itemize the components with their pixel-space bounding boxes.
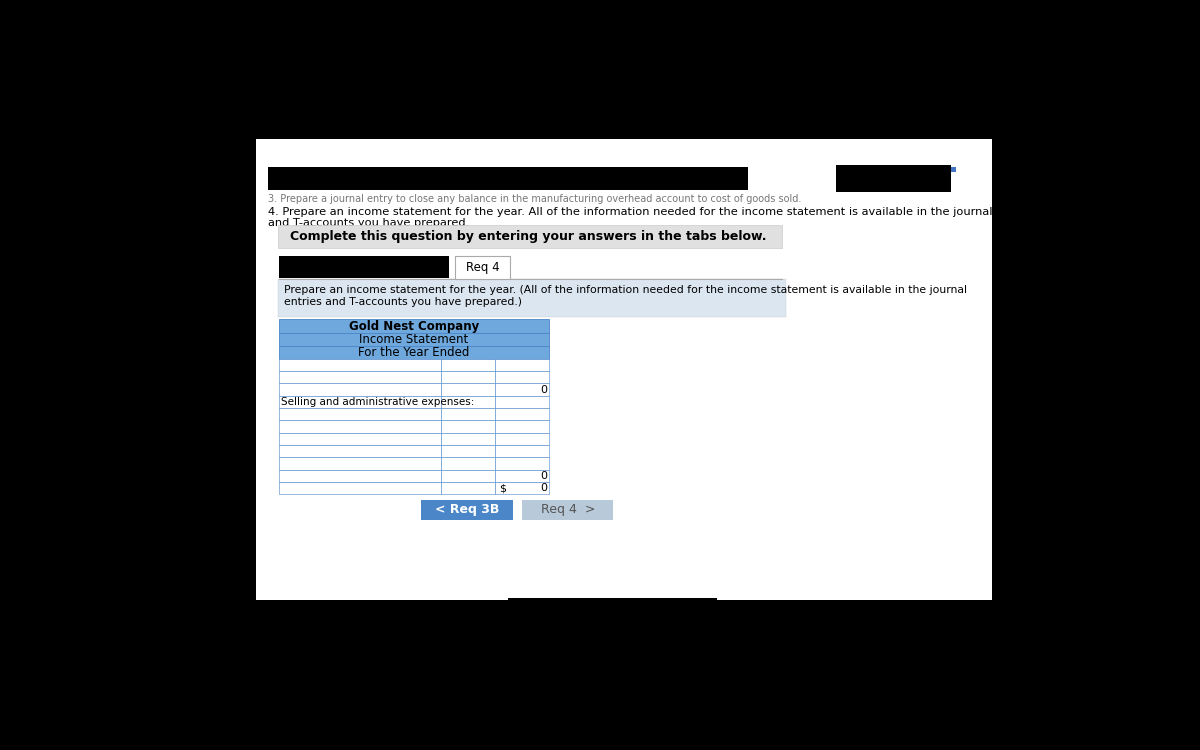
Bar bbox=[278, 445, 440, 458]
Bar bbox=[256, 140, 992, 600]
Text: 0: 0 bbox=[540, 483, 547, 493]
Bar bbox=[278, 256, 449, 278]
Text: entries and T-accounts you have prepared.): entries and T-accounts you have prepared… bbox=[284, 297, 522, 307]
Bar bbox=[494, 371, 550, 383]
Bar bbox=[440, 445, 494, 458]
Text: and T-accounts you have prepared.: and T-accounts you have prepared. bbox=[268, 218, 469, 228]
Bar bbox=[278, 482, 440, 494]
Text: For the Year Ended: For the Year Ended bbox=[358, 346, 469, 358]
Bar bbox=[494, 433, 550, 445]
Bar bbox=[278, 371, 440, 383]
Bar bbox=[278, 433, 440, 445]
Text: Gold Nest Company: Gold Nest Company bbox=[349, 320, 479, 332]
Bar bbox=[494, 358, 550, 371]
Text: Req 4  >: Req 4 > bbox=[540, 503, 595, 516]
Bar bbox=[278, 358, 440, 371]
Text: 0: 0 bbox=[540, 385, 547, 394]
Bar bbox=[494, 420, 550, 433]
Bar bbox=[440, 383, 494, 396]
Bar bbox=[522, 500, 613, 520]
Bar bbox=[440, 396, 494, 408]
Bar bbox=[494, 408, 550, 420]
Text: Req 4: Req 4 bbox=[466, 261, 499, 274]
Bar bbox=[494, 445, 550, 458]
Bar bbox=[440, 470, 494, 482]
Bar bbox=[278, 458, 440, 470]
Text: Selling and administrative expenses:: Selling and administrative expenses: bbox=[281, 397, 474, 406]
Bar bbox=[278, 383, 440, 396]
Bar bbox=[278, 396, 440, 408]
Bar bbox=[278, 470, 440, 482]
Bar bbox=[440, 458, 494, 470]
Bar bbox=[440, 420, 494, 433]
Text: Complete this question by entering your answers in the tabs below.: Complete this question by entering your … bbox=[289, 230, 766, 243]
Bar bbox=[440, 358, 494, 371]
Bar bbox=[278, 420, 440, 433]
Text: $: $ bbox=[499, 483, 505, 493]
Bar bbox=[268, 167, 749, 190]
Bar bbox=[278, 320, 550, 332]
Bar bbox=[421, 500, 512, 520]
Bar bbox=[494, 482, 550, 494]
Bar bbox=[278, 280, 786, 317]
Text: 0: 0 bbox=[540, 471, 547, 481]
Bar bbox=[494, 458, 550, 470]
Bar bbox=[494, 470, 550, 482]
Text: Prepare an income statement for the year. (All of the information needed for the: Prepare an income statement for the year… bbox=[284, 285, 967, 296]
Text: Income Statement: Income Statement bbox=[359, 332, 468, 346]
Bar bbox=[440, 371, 494, 383]
Text: 3. Prepare a journal entry to close any balance in the manufacturing overhead ac: 3. Prepare a journal entry to close any … bbox=[268, 194, 802, 204]
Text: < Req 3B: < Req 3B bbox=[434, 503, 499, 516]
Bar bbox=[952, 167, 956, 172]
Bar bbox=[455, 256, 510, 280]
Bar bbox=[278, 225, 781, 248]
Bar bbox=[494, 396, 550, 408]
Bar bbox=[440, 408, 494, 420]
Bar bbox=[440, 482, 494, 494]
Bar bbox=[494, 383, 550, 396]
Bar bbox=[836, 166, 950, 193]
Bar bbox=[440, 433, 494, 445]
Bar bbox=[278, 408, 440, 420]
Bar bbox=[278, 332, 550, 346]
Bar bbox=[278, 346, 550, 358]
Bar bbox=[508, 598, 718, 637]
Text: 4. Prepare an income statement for the year. All of the information needed for t: 4. Prepare an income statement for the y… bbox=[268, 208, 1036, 218]
